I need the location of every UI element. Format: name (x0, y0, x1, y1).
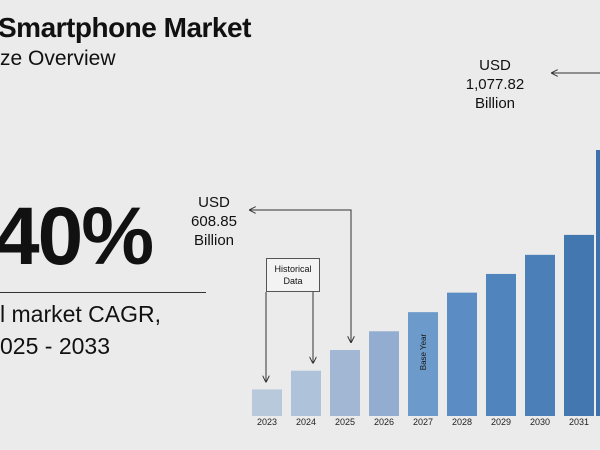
x-tick-label-2029: 2029 (491, 417, 511, 427)
cagr-label: l market CAGR, 025 - 2033 (0, 298, 161, 362)
x-tick-label-2023: 2023 (257, 417, 277, 427)
cagr-label-line2: 025 - 2033 (0, 333, 110, 359)
bar-2024 (291, 370, 321, 416)
cagr-value: 40% (0, 191, 154, 282)
x-tick-label-2031: 2031 (569, 417, 589, 427)
x-tick-label-2026: 2026 (374, 417, 394, 427)
bar-2027 (408, 312, 438, 416)
callout-2025-amount: 608.85 (191, 213, 237, 230)
bar-2029 (486, 273, 516, 416)
bar-2028 (447, 292, 477, 416)
callout-2025-currency: USD (198, 194, 230, 211)
bar-2030 (525, 254, 555, 416)
historical-data-box: Historical Data (266, 258, 320, 292)
x-tick-label-2030: 2030 (530, 417, 550, 427)
bar-2031 (564, 234, 594, 416)
bar-2025 (330, 350, 360, 416)
x-axis-labels: 2023 2024 2025 2026 2027 Base Year 2028 2029 203… (257, 333, 589, 427)
bar-2032-partial (596, 150, 600, 416)
cagr-divider (0, 292, 206, 293)
historical-box-line1: Historical (274, 264, 312, 274)
callout-2032-unit: Billion (474, 95, 516, 112)
callout-2032-currency: USD (479, 57, 511, 74)
page-title: Smartphone Market (0, 12, 251, 43)
bar-2023 (252, 389, 282, 416)
bar-2026 (369, 331, 399, 416)
bar-group (252, 234, 594, 416)
historical-box-line2: Data (283, 276, 303, 286)
x-tick-label-2024: 2024 (296, 417, 316, 427)
callout-2032-value: USD 1,077.82 Billion (455, 56, 535, 113)
x-tick-label-2027: 2027 (413, 417, 433, 427)
x-tick-label-2028: 2028 (452, 417, 472, 427)
callout-2025-value: USD 608.85 Billion (182, 193, 246, 250)
page-subtitle: ze Overview (0, 47, 116, 70)
base-year-label: Base Year (419, 333, 428, 370)
callout-2032-amount: 1,077.82 (465, 76, 525, 93)
annotation-lines (250, 73, 600, 381)
x-tick-label-2025: 2025 (335, 417, 355, 427)
callout-2025-unit: Billion (193, 232, 235, 249)
cagr-label-line1: l market CAGR, (0, 301, 162, 327)
